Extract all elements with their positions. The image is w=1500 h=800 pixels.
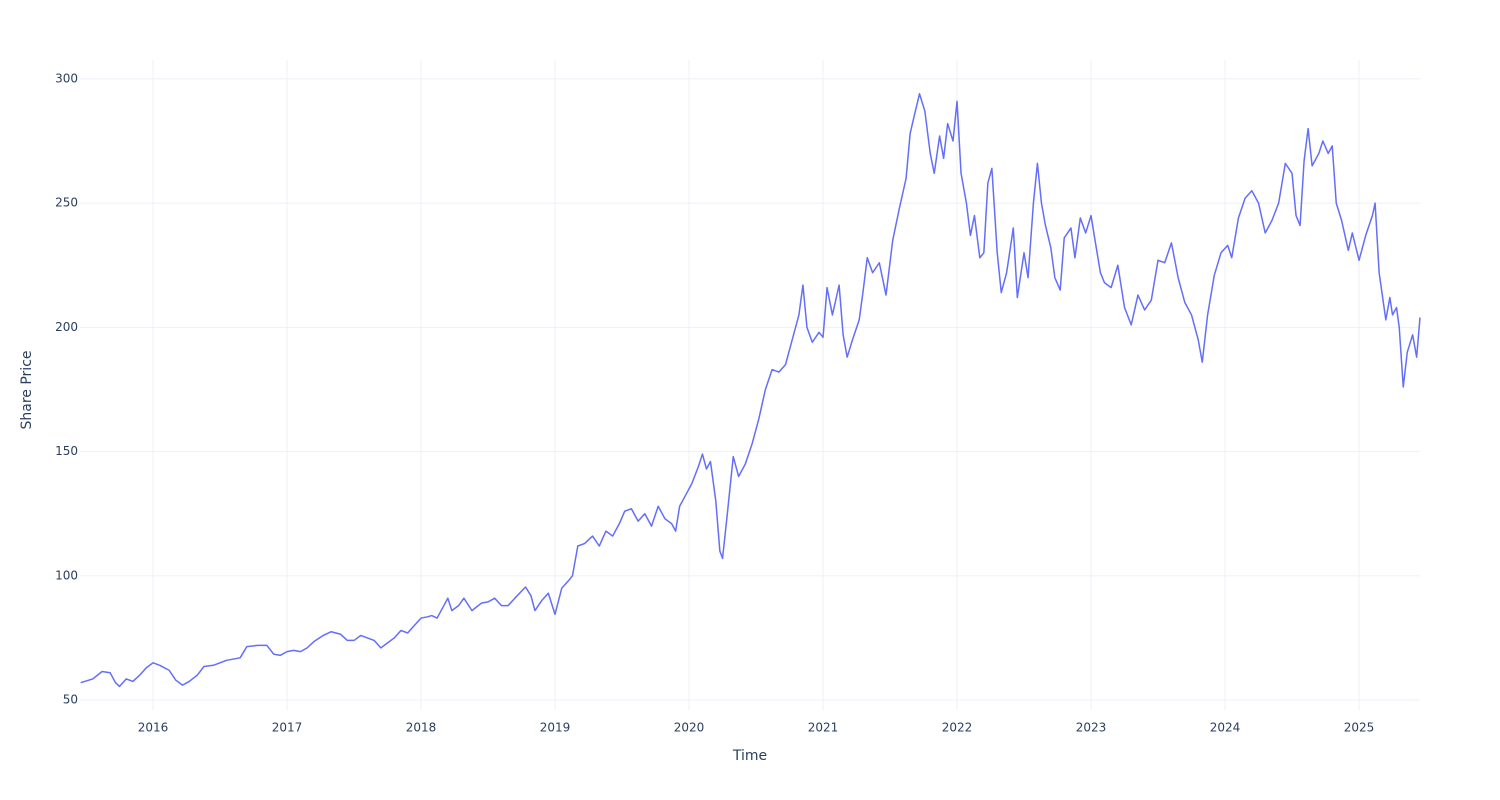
y-axis-title: Share Price xyxy=(19,350,35,429)
x-tick-label: 2022 xyxy=(942,721,973,735)
price-line xyxy=(80,93,1421,688)
y-tick-label: 300 xyxy=(55,71,78,85)
y-tick-label: 250 xyxy=(55,196,78,210)
y-tick-label: 100 xyxy=(55,568,78,582)
y-tick-label: 150 xyxy=(55,444,78,458)
x-tick-label: 2025 xyxy=(1344,721,1375,735)
x-tick-label: 2021 xyxy=(808,721,839,735)
y-tick-label: 50 xyxy=(63,693,78,707)
x-axis-title: Time xyxy=(732,748,767,764)
x-tick-label: 2019 xyxy=(540,721,571,735)
x-tick-label: 2018 xyxy=(406,721,437,735)
x-tick-label: 2024 xyxy=(1210,721,1241,735)
y-tick-label: 200 xyxy=(55,320,78,334)
x-tick-label: 2020 xyxy=(674,721,705,735)
x-tick-label: 2017 xyxy=(272,721,303,735)
x-tick-label: 2016 xyxy=(138,721,169,735)
x-tick-label: 2023 xyxy=(1076,721,1107,735)
